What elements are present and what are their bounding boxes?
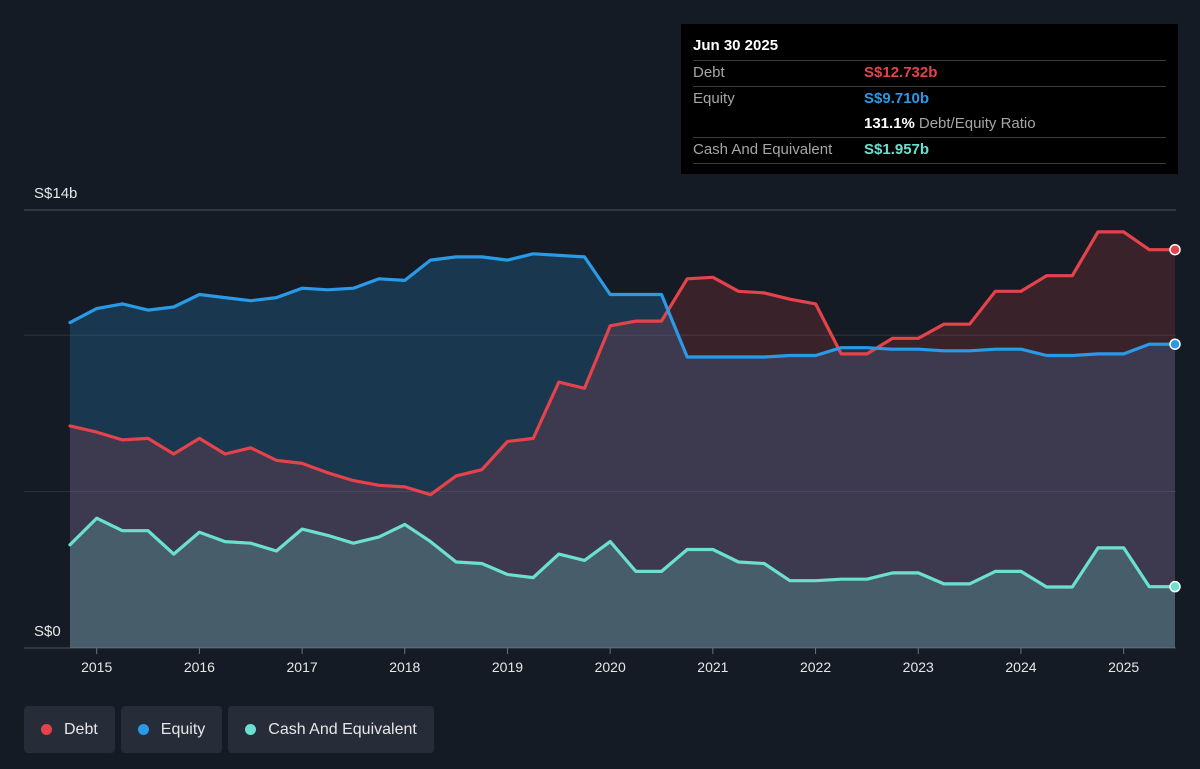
x-tick-label: 2025 <box>1108 659 1139 675</box>
legend-dot-cash <box>245 724 257 735</box>
grid-lines <box>24 209 1176 649</box>
cash-and-equivalent-line <box>68 516 1177 589</box>
tooltip-debt-value: S$12.732b <box>864 64 938 81</box>
tooltip-equity-label: Equity <box>693 90 735 107</box>
series-endpoints <box>1169 243 1181 593</box>
tooltip-panel: Jun 30 2025 Debt S$12.732b Equity S$9.71… <box>681 24 1178 174</box>
x-tick-label: 2017 <box>287 659 318 675</box>
tooltip-ratio-label: Debt/Equity Ratio <box>918 115 1036 132</box>
x-tick-label: 2019 <box>492 659 523 675</box>
tooltip-equity-value: S$9.710b <box>864 90 930 107</box>
y-tick-bottom: S$0 <box>34 623 61 640</box>
legend-item-equity[interactable]: Equity <box>120 706 223 753</box>
tooltip-debt-label: Debt <box>693 64 725 81</box>
debt-line <box>68 230 1177 497</box>
series-areas <box>70 231 1175 649</box>
tooltip-row-ratio: 131.1% Debt/Equity Ratio <box>693 112 1166 137</box>
tooltip-row-cash: Cash And Equivalent S$1.957b <box>693 137 1166 164</box>
equity-area <box>70 253 1175 649</box>
x-tick-label: 2023 <box>903 659 934 675</box>
legend-item-debt[interactable]: Debt <box>24 706 115 753</box>
x-tick-label: 2024 <box>1005 659 1036 675</box>
legend-item-cash[interactable]: Cash And Equivalent <box>228 706 434 753</box>
cash-and-equivalent-endpoint <box>1169 580 1181 593</box>
tooltip-row-debt: Debt S$12.732b <box>693 60 1166 86</box>
legend-label-debt: Debt <box>64 720 98 738</box>
cash-and-equivalent-area <box>70 518 1175 648</box>
debt-endpoint <box>1169 243 1181 256</box>
legend-dot-debt <box>41 724 52 735</box>
x-tick-label: 2016 <box>184 659 215 675</box>
series-lines <box>68 230 1177 589</box>
x-tick-label: 2018 <box>389 659 420 675</box>
y-tick-top: S$14b <box>34 185 77 202</box>
debt-area <box>70 231 1175 648</box>
tooltip-cash-label: Cash And Equivalent <box>693 141 833 158</box>
tooltip-ratio-value: 131.1% <box>864 115 915 132</box>
tooltip-row-equity: Equity S$9.710b <box>693 86 1166 112</box>
x-tick-label: 2020 <box>595 659 626 675</box>
equity-endpoint <box>1169 338 1181 350</box>
x-tick-label: 2015 <box>81 659 112 675</box>
x-tick-label: 2021 <box>697 659 728 675</box>
legend-label-equity: Equity <box>160 720 206 738</box>
tooltip-cash-value: S$1.957b <box>864 141 930 158</box>
legend-dot-equity <box>137 724 149 735</box>
tooltip-date: Jun 30 2025 <box>693 37 779 54</box>
equity-line <box>68 252 1177 359</box>
legend: Debt Equity Cash And Equivalent <box>24 706 434 753</box>
legend-label-cash: Cash And Equivalent <box>268 720 417 738</box>
x-axis-ticks: 2015 2016 2017 2018 2019 2020 2021 2022 2023 2024… <box>81 648 1139 675</box>
x-tick-label: 2022 <box>800 659 831 675</box>
